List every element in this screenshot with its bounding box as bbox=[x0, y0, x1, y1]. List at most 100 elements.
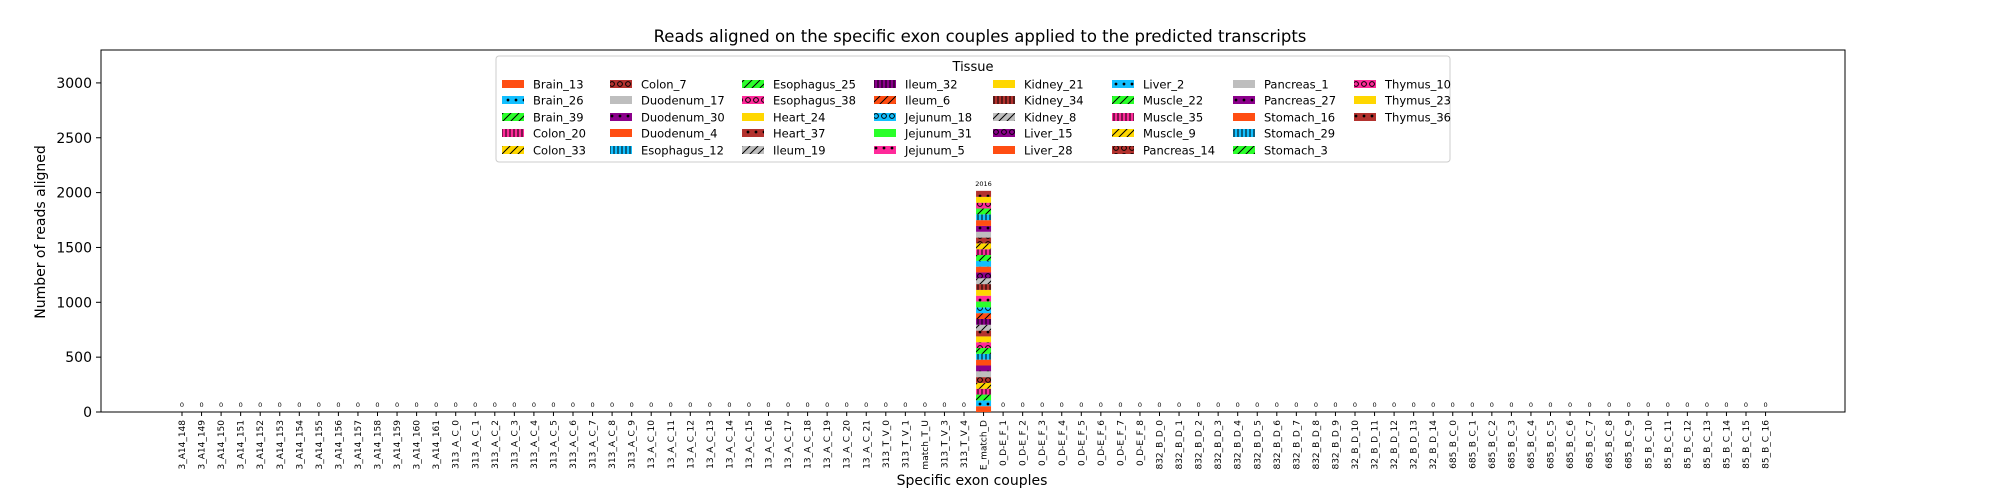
bar-segment bbox=[976, 353, 992, 360]
bar-value-label: 0 bbox=[434, 401, 438, 409]
legend-label: Stomach_16 bbox=[1264, 111, 1335, 125]
bar-value-label: 0 bbox=[219, 401, 223, 409]
y-tick-label: 0 bbox=[83, 405, 92, 421]
legend-frame bbox=[495, 55, 1451, 163]
bar-value-label: 0 bbox=[649, 401, 653, 409]
x-tick-label: 3_A14_156 bbox=[334, 420, 344, 470]
x-tick-label: 3_A14_154 bbox=[295, 420, 305, 470]
legend-swatch bbox=[993, 113, 1015, 121]
x-tick-label: 313_A_C_6 bbox=[569, 420, 579, 469]
legend-swatch bbox=[742, 129, 764, 137]
x-tick-label: 0_D-E_F_1 bbox=[999, 420, 1009, 466]
bar-value-label: 0 bbox=[727, 401, 731, 409]
bar-value-label: 0 bbox=[688, 401, 692, 409]
bar-value-label: 0 bbox=[199, 401, 203, 409]
legend-swatch bbox=[874, 129, 896, 137]
bar-value-label: 0 bbox=[1568, 401, 1572, 409]
x-tick-label: 85_B_C_13 bbox=[1703, 420, 1713, 469]
legend-label: Muscle_35 bbox=[1143, 111, 1203, 125]
bar-value-label: 0 bbox=[1685, 401, 1689, 409]
bar-value-label: 0 bbox=[1216, 401, 1220, 409]
plot-area bbox=[100, 49, 1846, 413]
bar-segment bbox=[976, 388, 992, 395]
y-axis-label: Number of reads aligned bbox=[33, 145, 49, 319]
x-tick-label: 685_B_C_5 bbox=[1547, 420, 1557, 469]
x-tick-label: 3_A14_155 bbox=[315, 420, 325, 470]
bar-value-label: 0 bbox=[1763, 401, 1767, 409]
y-tick-label: 3000 bbox=[56, 76, 92, 92]
bar-value-label: 0 bbox=[942, 401, 946, 409]
bar-segment bbox=[976, 214, 992, 221]
legend-title: Tissue bbox=[952, 60, 994, 75]
bar-segment bbox=[976, 377, 992, 383]
bar-segment bbox=[976, 406, 992, 412]
x-tick-label: 313_A_C_4 bbox=[530, 420, 540, 469]
x-tick-label: 85_B_C_11 bbox=[1664, 420, 1674, 469]
legend-swatch bbox=[742, 113, 764, 121]
bar-value-label: 0 bbox=[512, 401, 516, 409]
legend-swatch bbox=[1233, 146, 1255, 154]
bar-segment bbox=[976, 400, 992, 407]
bar-value-label: 0 bbox=[806, 401, 810, 409]
legend-swatch bbox=[502, 146, 524, 154]
legend: Tissue Brain_13 Brain_26 Brain_39 Colon_20 C… bbox=[495, 55, 1451, 163]
bar-value-label: 0 bbox=[1607, 401, 1611, 409]
legend-swatch bbox=[1354, 113, 1376, 121]
bar-value-label: 0 bbox=[239, 401, 243, 409]
bar-value-label: 0 bbox=[1372, 401, 1376, 409]
bar-segment bbox=[976, 237, 992, 244]
x-tick-label: 313_T_V_4 bbox=[960, 420, 970, 468]
bar-value-label: 0 bbox=[1021, 401, 1025, 409]
chart-title: Reads aligned on the specific exon coupl… bbox=[654, 27, 1307, 46]
bar-segment bbox=[976, 260, 992, 267]
bar-segment bbox=[976, 284, 992, 290]
bar-value-label: 0 bbox=[1040, 401, 1044, 409]
x-tick-label: 3_A14_152 bbox=[256, 420, 266, 470]
bar-segment bbox=[976, 243, 992, 250]
x-tick-label: 13_A_C_13 bbox=[706, 420, 716, 469]
bar-value-label: 0 bbox=[845, 401, 849, 409]
x-tick-label: 0_D-E_F_2 bbox=[1019, 420, 1029, 466]
x-tick-label: 85_B_C_16 bbox=[1762, 420, 1772, 469]
x-tick-label: 685_B_C_7 bbox=[1586, 420, 1596, 469]
bar-value-label: 0 bbox=[336, 401, 340, 409]
legend-label: Brain_13 bbox=[533, 78, 584, 92]
legend-label: Kidney_34 bbox=[1024, 94, 1084, 108]
bar-value-label: 0 bbox=[1666, 401, 1670, 409]
x-tick-label: 13_A_C_18 bbox=[804, 420, 814, 469]
bar-segment bbox=[976, 295, 992, 302]
bar-segment bbox=[976, 220, 992, 226]
x-tick-label: 32_B_D_13 bbox=[1410, 420, 1420, 470]
x-tick-label: 0_D-E_F_6 bbox=[1097, 420, 1107, 466]
bar-value-label: 0 bbox=[180, 401, 184, 409]
x-tick-label: 85_B_C_12 bbox=[1683, 420, 1693, 469]
legend-swatch bbox=[742, 146, 764, 154]
legend-swatch bbox=[610, 113, 632, 121]
x-tick-label: match_T_U bbox=[921, 420, 931, 470]
bar-value-label: 0 bbox=[825, 401, 829, 409]
legend-swatch bbox=[1112, 129, 1134, 137]
legend-swatch bbox=[993, 129, 1015, 137]
legend-label: Esophagus_25 bbox=[773, 78, 856, 92]
x-tick-label: 32_B_D_10 bbox=[1351, 420, 1361, 470]
bar-segment bbox=[976, 225, 992, 232]
bar-segment bbox=[976, 272, 992, 279]
bar-value-label: 0 bbox=[1744, 401, 1748, 409]
bar-value-label: 0 bbox=[551, 401, 555, 409]
y-tick-label: 1000 bbox=[56, 295, 92, 311]
bar-value-label: 0 bbox=[1118, 401, 1122, 409]
bar-value-label: 0 bbox=[1177, 401, 1181, 409]
legend-swatch bbox=[502, 80, 524, 88]
legend-label: Stomach_3 bbox=[1264, 144, 1328, 158]
bar-segment bbox=[976, 348, 992, 354]
x-tick-label: 0_D-E_F_8 bbox=[1136, 420, 1146, 466]
x-tick-label: 313_A_C_7 bbox=[589, 420, 599, 469]
legend-label: Heart_37 bbox=[773, 127, 825, 141]
legend-label: Pancreas_27 bbox=[1264, 94, 1336, 108]
bar-value-label: 0 bbox=[766, 401, 770, 409]
bar-value-label: 0 bbox=[786, 401, 790, 409]
legend-label: Ileum_32 bbox=[905, 78, 958, 92]
legend-label: Jejunum_18 bbox=[904, 111, 972, 125]
bar-value-label: 0 bbox=[1060, 401, 1064, 409]
legend-swatch bbox=[993, 146, 1015, 154]
